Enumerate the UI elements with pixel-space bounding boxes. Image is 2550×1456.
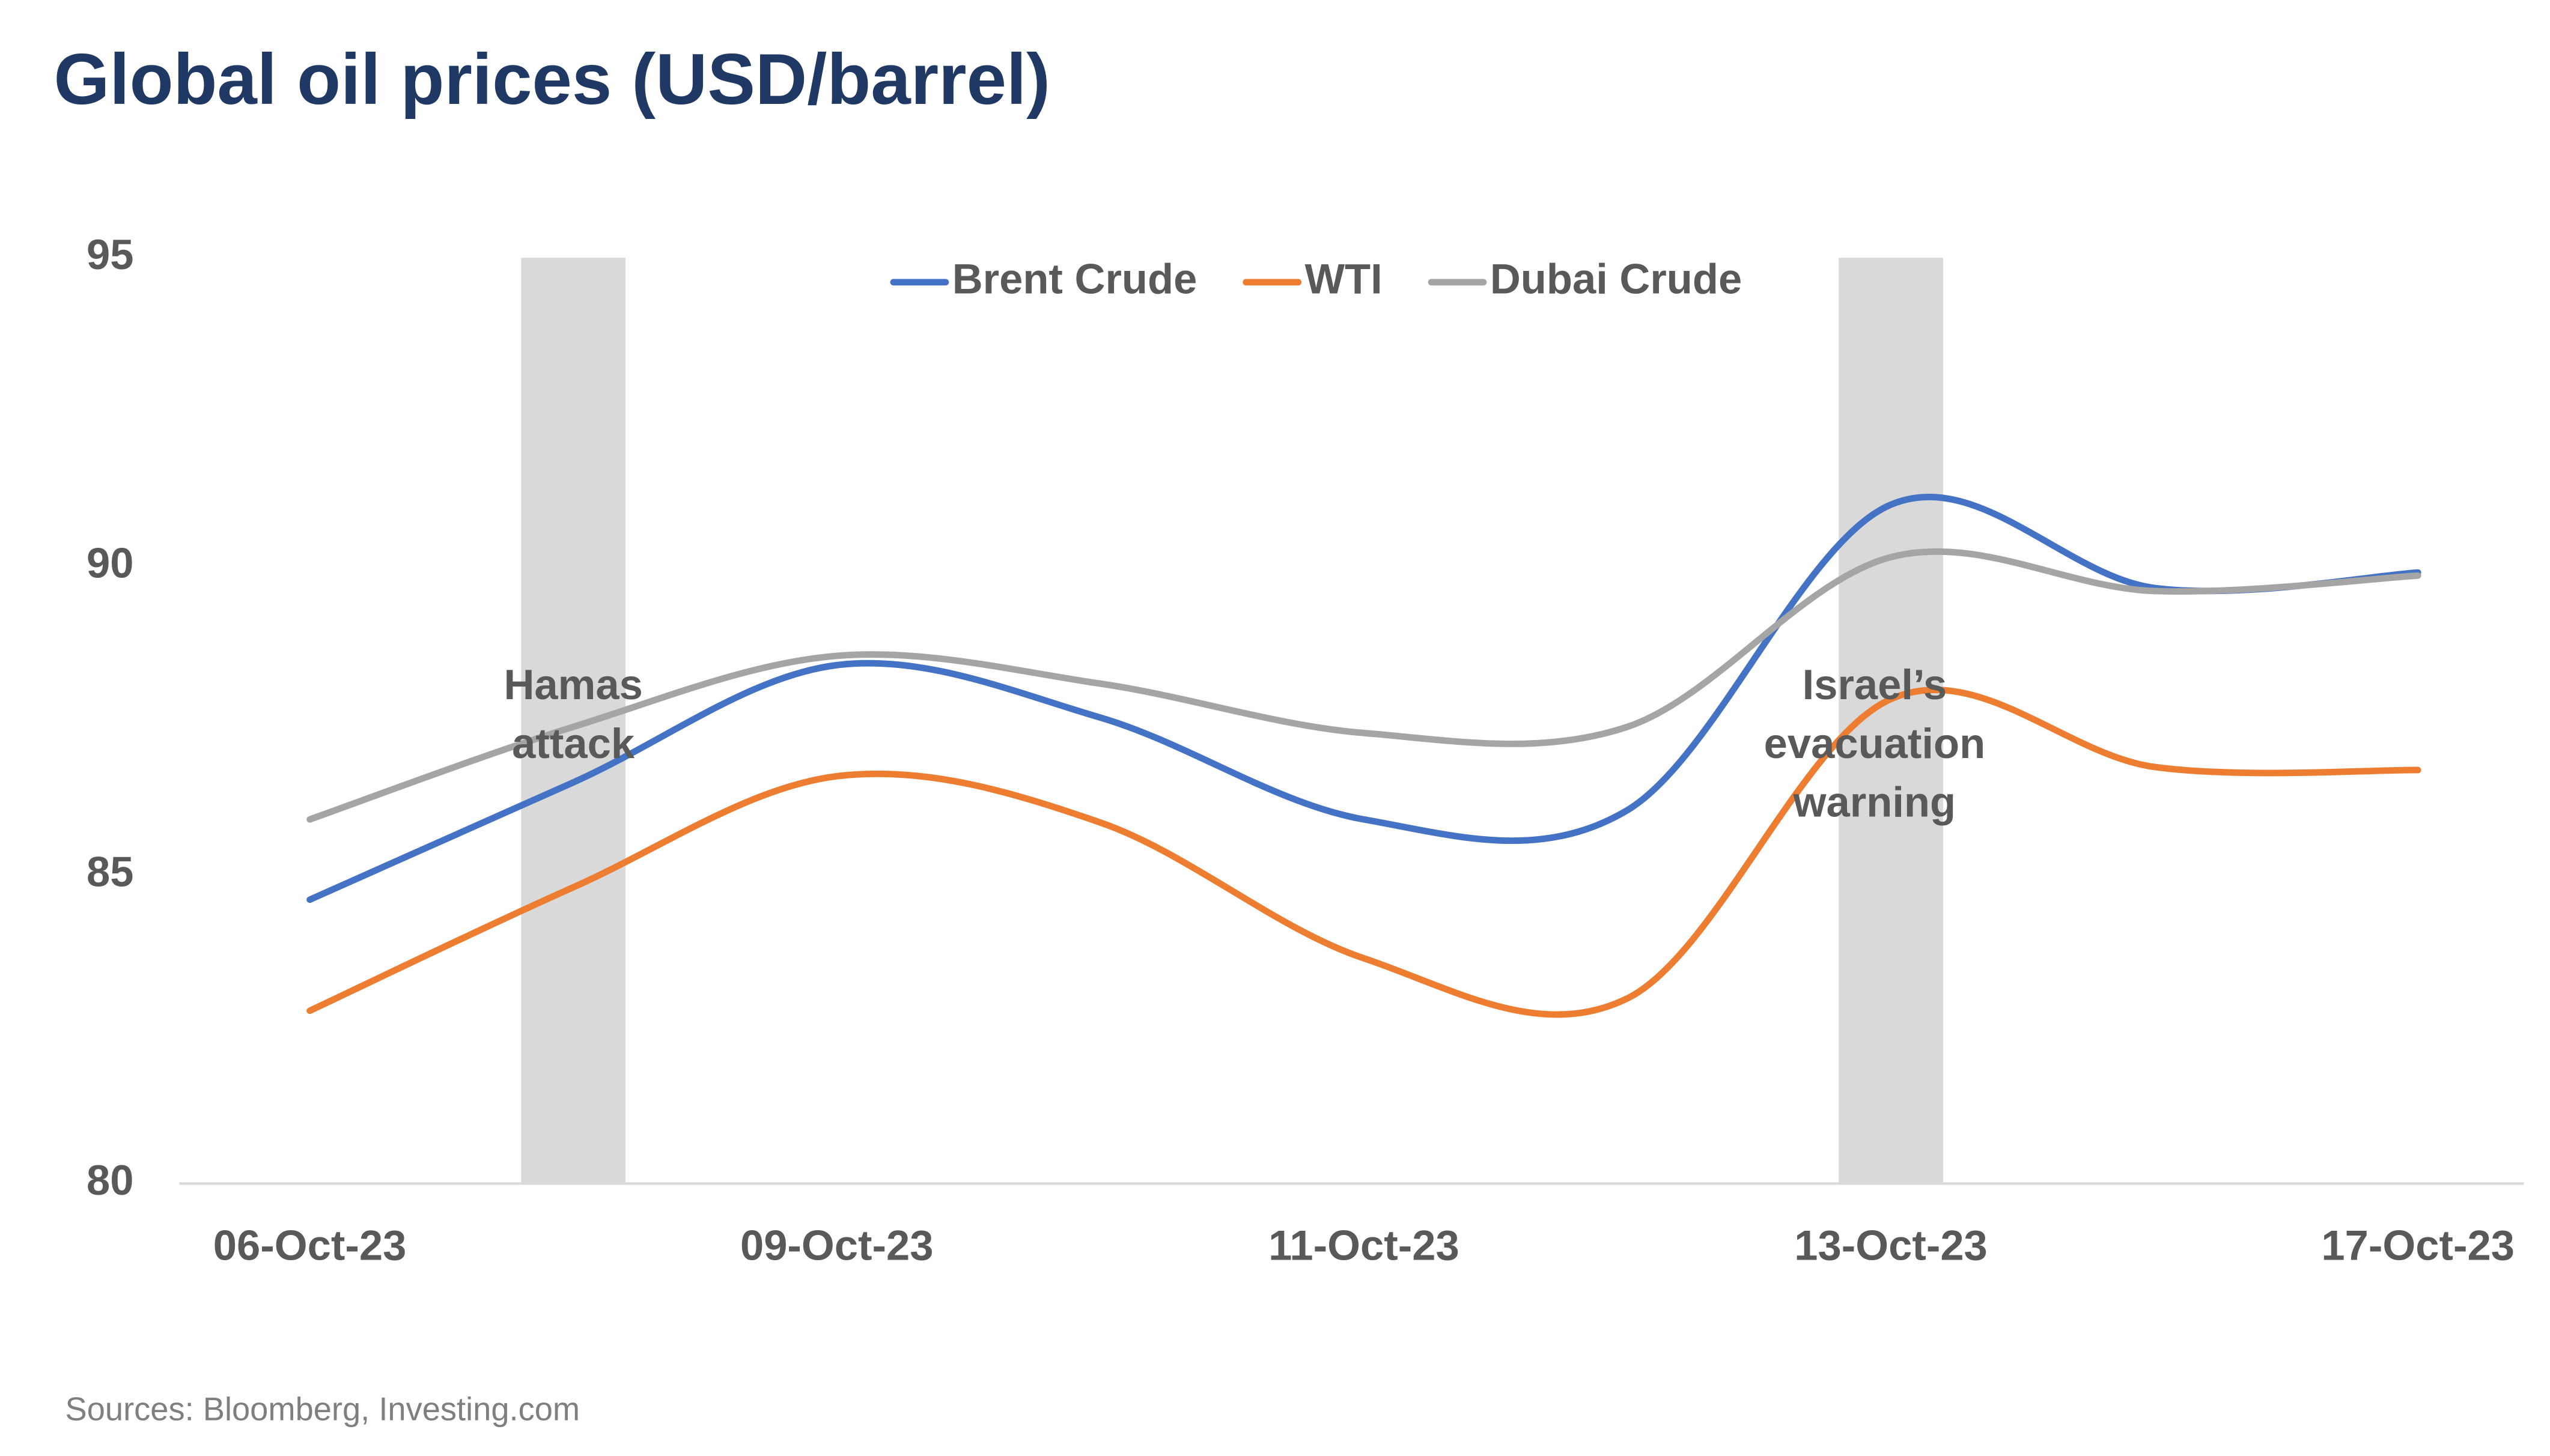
y-tick-label: 85 (87, 848, 133, 895)
x-tick-label: 09-Oct-23 (740, 1222, 934, 1269)
series-line (306, 494, 2421, 903)
x-tick-label: 11-Oct-23 (1268, 1222, 1459, 1269)
event-band (521, 258, 625, 1184)
annotation: Israel’s (1803, 661, 1947, 708)
x-tick-label: 06-Oct-23 (213, 1222, 407, 1269)
annotation: evacuation (1764, 720, 1986, 767)
y-tick-label: 80 (87, 1156, 133, 1204)
y-tick-label: 90 (87, 539, 133, 587)
series-line (306, 548, 2421, 823)
annotation: warning (1793, 778, 1956, 826)
legend-label: Brent Crude (952, 255, 1197, 302)
legend-label: Dubai Crude (1490, 255, 1742, 302)
annotation: attack (512, 720, 635, 767)
source-note: Sources: Bloomberg, Investing.com (65, 1391, 580, 1428)
annotation: Hamas (504, 661, 642, 708)
y-tick-label: 95 (87, 231, 133, 278)
x-tick-label: 17-Oct-23 (2321, 1222, 2515, 1269)
legend-label: WTI (1304, 255, 1382, 302)
x-tick-label: 13-Oct-23 (1794, 1222, 1988, 1269)
chart-title: Global oil prices (USD/barrel) (54, 40, 1050, 120)
series-line (306, 687, 2421, 1018)
